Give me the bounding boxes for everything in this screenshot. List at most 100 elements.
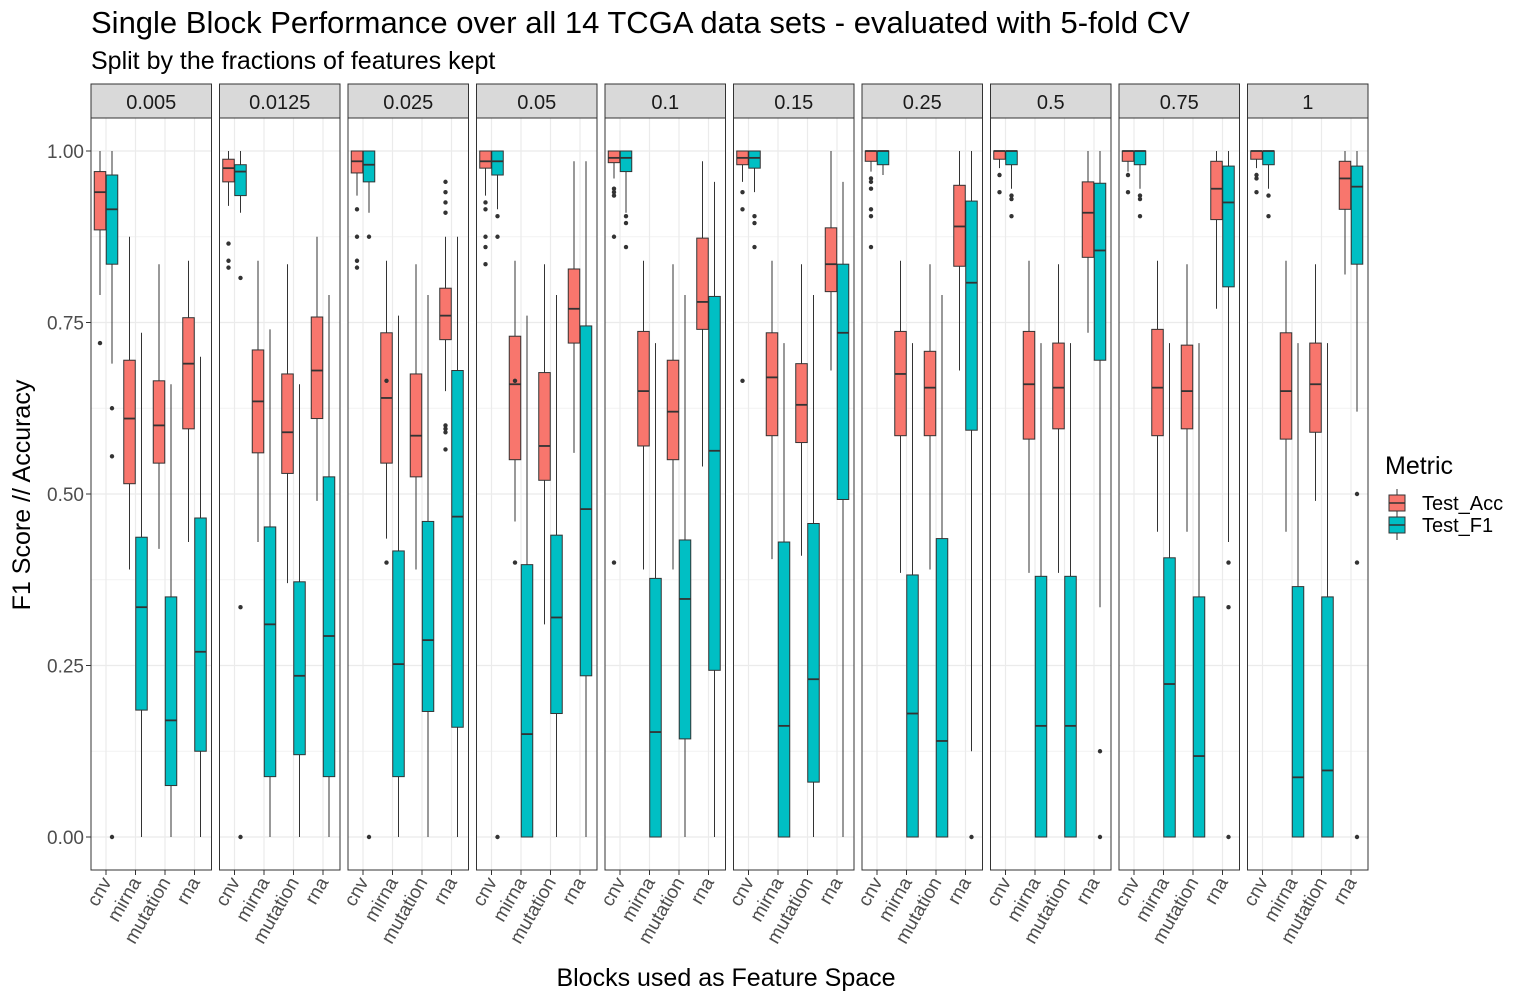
outlier-point bbox=[495, 213, 500, 219]
box-body bbox=[508, 335, 522, 461]
facet-strip-label: 0.15 bbox=[774, 92, 813, 114]
box-Test_Acc-mirna bbox=[251, 260, 265, 543]
outlier-point bbox=[997, 172, 1002, 178]
box-body bbox=[451, 370, 464, 728]
box-body bbox=[1338, 160, 1352, 210]
facet-strip bbox=[1247, 83, 1369, 119]
facet-strip-label: 0.25 bbox=[903, 92, 942, 114]
box-body bbox=[993, 150, 1006, 160]
box-Test_Acc-rna bbox=[567, 161, 581, 453]
box-body bbox=[234, 164, 247, 197]
box-Test_Acc-mutation bbox=[666, 264, 680, 570]
box-Test_F1-rna bbox=[965, 151, 978, 840]
box-Test_Acc-cnv bbox=[607, 150, 621, 565]
box-body bbox=[182, 317, 195, 430]
outlier-point bbox=[1125, 189, 1131, 195]
box-body bbox=[1210, 160, 1223, 221]
outlier-point bbox=[512, 560, 518, 565]
outlier-point bbox=[366, 834, 372, 840]
outlier-point bbox=[1266, 213, 1271, 219]
facet-panels: 0.005cnvmirnamutationrna0.0125cnvmirnamu… bbox=[83, 83, 1369, 948]
box-Test_Acc-mirna bbox=[380, 260, 393, 565]
outlier-point bbox=[1226, 560, 1231, 565]
box-Test_F1-rna bbox=[1350, 151, 1364, 840]
box-Test_F1-cnv bbox=[105, 151, 119, 840]
box-body bbox=[836, 263, 850, 500]
box-Test_Acc-rna bbox=[439, 179, 452, 452]
outlier-point bbox=[226, 258, 231, 263]
box-body bbox=[439, 287, 452, 341]
outlier-point bbox=[1226, 834, 1231, 840]
x-tick-label: rna bbox=[1329, 874, 1361, 909]
box-Test_F1-mutation bbox=[293, 384, 306, 837]
box-body bbox=[1121, 150, 1135, 162]
outlier-point bbox=[109, 834, 115, 840]
box-Test_F1-mirna bbox=[1034, 343, 1048, 838]
box-body bbox=[607, 150, 621, 164]
outlier-point bbox=[997, 189, 1002, 195]
facet-strip bbox=[476, 83, 598, 119]
outlier-point bbox=[384, 378, 389, 384]
legend-label: Test_F1 bbox=[1422, 515, 1493, 537]
box-body bbox=[538, 372, 551, 481]
box-Test_F1-mirna bbox=[906, 343, 919, 838]
y-axis: 0.00 0.25 0.50 0.75 1.00 bbox=[47, 142, 91, 849]
box-body bbox=[965, 200, 978, 431]
outlier-point bbox=[97, 340, 103, 346]
box-body bbox=[123, 359, 136, 485]
box-body bbox=[281, 373, 294, 474]
box-Test_Acc-mirna bbox=[1279, 260, 1293, 532]
box-body bbox=[1064, 575, 1077, 838]
box-body bbox=[520, 564, 534, 838]
outlier-point bbox=[740, 378, 745, 384]
box-Test_F1-mutation bbox=[164, 384, 178, 837]
outlier-point bbox=[354, 207, 360, 212]
x-axis-title: Blocks used as Feature Space bbox=[556, 964, 895, 992]
box-body bbox=[1022, 330, 1036, 440]
outlier-point bbox=[623, 244, 629, 250]
facet-strip bbox=[604, 83, 726, 119]
outlier-point bbox=[611, 234, 617, 239]
box-body bbox=[748, 150, 761, 169]
box-Test_F1-rna bbox=[836, 181, 850, 837]
outlier-point bbox=[109, 454, 115, 459]
box-Test_Acc-cnv bbox=[1250, 150, 1263, 195]
outlier-point bbox=[1137, 213, 1143, 219]
facet-strip-label: 0.0125 bbox=[249, 92, 310, 114]
outlier-point bbox=[354, 234, 360, 239]
box-Test_F1-rna bbox=[708, 181, 721, 837]
outlier-point bbox=[483, 234, 488, 239]
box-body bbox=[550, 534, 563, 715]
box-Test_F1-cnv bbox=[1133, 150, 1147, 219]
y-tick-label: 0.50 bbox=[47, 485, 84, 506]
chart-subtitle: Split by the fractions of features kept bbox=[91, 47, 495, 75]
box-Test_F1-rna bbox=[1222, 151, 1235, 840]
outlier-point bbox=[443, 210, 448, 215]
box-Test_F1-cnv bbox=[362, 150, 376, 840]
outlier-point bbox=[740, 207, 745, 212]
y-axis-title: F1 Score // Accuracy bbox=[8, 379, 36, 610]
box-body bbox=[362, 150, 376, 183]
outlier-point bbox=[483, 207, 488, 212]
x-tick-label: rna bbox=[558, 874, 590, 909]
box-Test_Acc-mutation bbox=[409, 264, 423, 570]
box-Test_Acc-rna bbox=[824, 151, 838, 371]
box-Test_F1-mutation bbox=[421, 295, 435, 837]
box-Test_F1-cnv bbox=[491, 150, 504, 840]
outlier-point bbox=[1125, 172, 1131, 178]
box-body bbox=[1279, 332, 1293, 440]
box-body bbox=[795, 363, 808, 444]
box-body bbox=[1262, 150, 1275, 166]
box-Test_Acc-mutation bbox=[281, 264, 294, 584]
box-body bbox=[777, 541, 791, 838]
box-body bbox=[1192, 596, 1206, 838]
outlier-point bbox=[109, 406, 115, 411]
outlier-point bbox=[868, 176, 874, 181]
box-Test_Acc-mirna bbox=[123, 236, 136, 570]
facet-strip-label: 0.025 bbox=[383, 92, 433, 114]
